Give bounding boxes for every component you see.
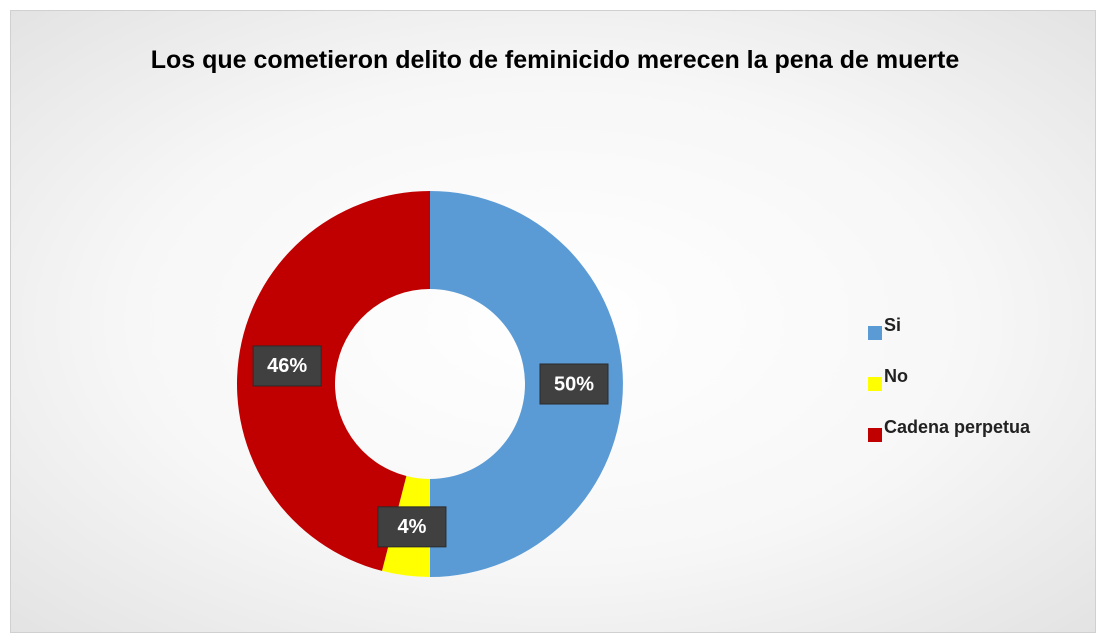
legend-label: Cadena perpetua xyxy=(884,417,1031,437)
chart-title: Los que cometieron delito de feminicido … xyxy=(150,46,960,74)
legend-label: Si xyxy=(884,315,901,335)
data-label-box xyxy=(539,363,609,405)
donut-segment xyxy=(430,191,623,577)
legend-label: No xyxy=(884,366,908,386)
data-label-box xyxy=(252,345,322,387)
legend-swatch xyxy=(868,428,882,442)
legend-swatch xyxy=(868,377,882,391)
data-label-text: 4% xyxy=(397,516,426,538)
legend-swatch xyxy=(868,326,882,340)
data-label: 4% xyxy=(377,506,447,548)
donut-segment xyxy=(237,191,430,571)
data-label-text: 46% xyxy=(267,355,307,377)
data-label: 50% xyxy=(539,363,609,405)
data-label-text: 50% xyxy=(554,373,594,395)
data-label: 46% xyxy=(252,345,322,387)
data-label-box xyxy=(377,506,447,548)
